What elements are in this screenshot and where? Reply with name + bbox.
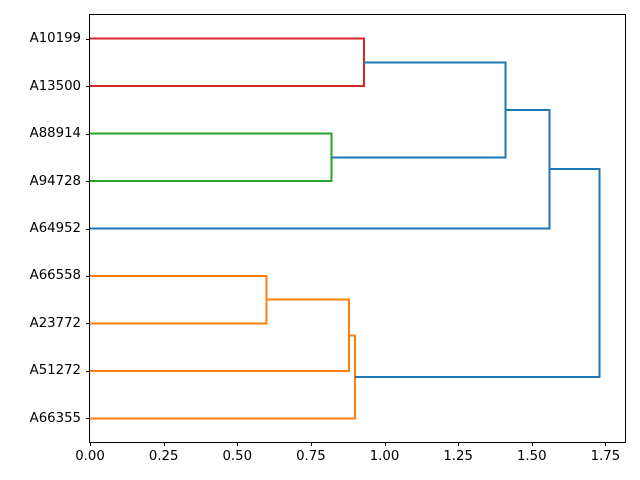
x-tick-label-0.25: 0.25 [148,449,179,464]
x-tick-label-1.25: 1.25 [443,449,473,464]
leaf-label-A94728: A94728 [29,173,81,189]
leaf-label-A51272: A51272 [29,363,81,379]
link-root [355,168,601,378]
link-green-pair-A88914-A94728 [90,132,333,182]
x-tick-label-0.00: 0.00 [75,449,105,464]
axes-spine [89,14,626,443]
leaf-label-A10199: A10199 [29,31,81,47]
leaf-label-A64952: A64952 [29,221,81,236]
link-orange-plus-A51272 [90,298,350,372]
leaf-label-A23772: A23772 [29,315,81,331]
link-red-pair-A10199-A13500 [90,37,365,87]
leaf-label-A13500: A13500 [29,78,81,94]
leaf-label-A88914: A88914 [29,126,81,142]
link-orange-plus-A66355 [90,334,356,420]
x-tick-label-0.75: 0.75 [296,449,326,464]
leaf-label-A66355: A66355 [29,410,81,426]
x-tick-label-1.75: 1.75 [590,449,621,464]
x-tick-label-1.00: 1.00 [369,449,400,464]
link-orange-pair-A66558-A23772 [90,275,268,325]
leaf-label-A66558: A66558 [29,268,81,284]
x-tick-label-1.50: 1.50 [516,449,547,464]
link-blue-red-green [331,61,507,159]
x-tick-label-0.50: 0.50 [222,449,253,464]
link-blue-plus-A64952 [90,109,551,230]
